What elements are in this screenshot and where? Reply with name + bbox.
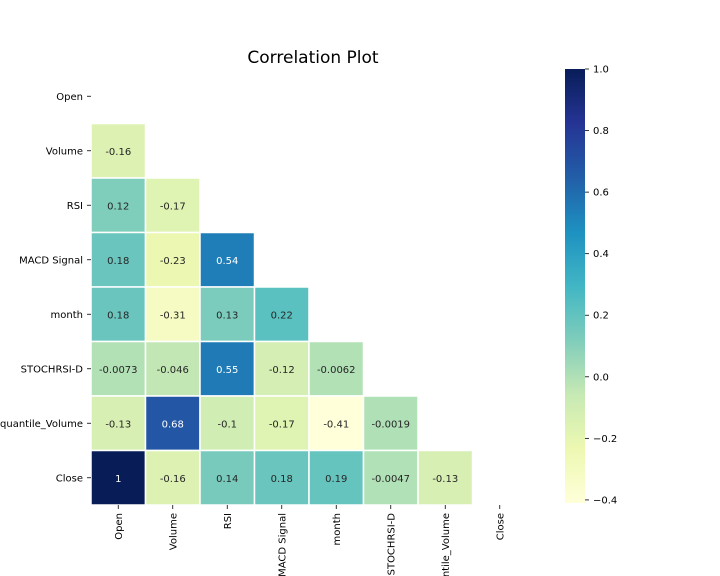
colorbar-tick-label: −0.2 (593, 434, 617, 445)
cell-value-label: 0.68 (162, 419, 184, 430)
y-tick-label: STOCHRSI-D (21, 364, 84, 375)
colorbar-tick-label: 0.6 (593, 188, 609, 199)
cell-value-label: -0.0047 (371, 474, 410, 485)
cell-value-label: 0.18 (271, 474, 293, 485)
y-tick-label: RSI (67, 201, 83, 212)
heatmap-cell (144, 449, 201, 506)
x-tick-label: STOCHRSI-D (386, 513, 397, 576)
colorbar: 1.0 0.8 0.6 0.4 0.2 0.0 −0.2 −0.4 (565, 65, 617, 506)
y-tick-label: MACD Signal (19, 255, 83, 266)
cell-value-label: -0.13 (432, 474, 458, 485)
cell-value-label: 0.13 (216, 310, 238, 321)
colorbar-tick-label: 0.2 (593, 311, 609, 322)
cell-value-label: -0.23 (160, 256, 186, 267)
heatmap-cell (199, 395, 256, 452)
cell-value-label: 1 (115, 474, 121, 485)
heatmap-cell (308, 395, 365, 452)
y-tick-label: Open (56, 92, 83, 103)
colorbar-gradient (565, 69, 585, 503)
x-tick-label: quantile_Volume (441, 513, 452, 576)
cell-value-label: -0.046 (157, 365, 189, 376)
cell-value-label: -0.17 (160, 201, 186, 212)
heatmap-cell (253, 395, 310, 452)
heatmap-cell (362, 449, 419, 506)
colorbar-tick-label: 1.0 (593, 65, 609, 76)
cell-value-label: -0.16 (105, 147, 131, 158)
y-tick-label: Close (56, 473, 83, 484)
cell-value-label: 0.54 (216, 256, 238, 267)
heatmap-cell (90, 449, 147, 506)
heatmap-cell (417, 449, 474, 506)
heatmap-cell (199, 231, 256, 288)
y-tick-label: Volume (46, 146, 83, 157)
x-tick-label: month (332, 513, 343, 545)
x-tick-label: Volume (168, 513, 179, 550)
cell-value-label: 0.14 (216, 474, 238, 485)
cell-value-label: -0.17 (269, 419, 295, 430)
x-tick-label: Close (495, 513, 506, 540)
cell-value-label: -0.0062 (317, 365, 356, 376)
heatmap-cell (144, 340, 201, 397)
cell-value-label: -0.12 (269, 365, 295, 376)
heatmap-cell (253, 340, 310, 397)
x-axis-tick-labels: Open Volume RSI MACD Signal month STOCHRSI-D q… (114, 505, 506, 576)
heatmap-cell (253, 286, 310, 343)
cell-value-label: -0.13 (105, 419, 131, 430)
cell-value-label: 0.22 (271, 310, 293, 321)
y-tick-label: month (51, 310, 83, 321)
cell-value-label: 0.18 (107, 256, 129, 267)
cell-value-label: 0.55 (216, 365, 238, 376)
heatmap-cells: -0.16 0.12 -0.17 0.18 -0.23 0.54 0.18 -0.31 0.13… (90, 122, 474, 506)
heatmap-cell (362, 395, 419, 452)
chart-title: Correlation Plot (247, 48, 379, 68)
x-tick-label: MACD Signal (277, 513, 288, 576)
colorbar-tick-label: 0.4 (593, 249, 609, 260)
cell-value-label: -0.31 (160, 310, 186, 321)
cell-value-label: -0.41 (323, 419, 349, 430)
y-axis-tick-labels: Open Volume RSI MACD Signal month STOCHRSI-D q… (0, 92, 91, 484)
colorbar-tick-label: −0.4 (593, 495, 617, 506)
colorbar-tick-label: 0.0 (593, 372, 609, 383)
cell-value-label: -0.1 (217, 419, 237, 430)
cell-value-label: 0.19 (325, 474, 347, 485)
y-tick-label: quantile_Volume (0, 419, 83, 430)
cell-value-label: 0.12 (107, 201, 129, 212)
x-tick-label: RSI (223, 513, 234, 529)
colorbar-tick-label: 0.8 (593, 126, 609, 137)
heatmap-cell (144, 395, 201, 452)
cell-value-label: -0.16 (160, 474, 186, 485)
heatmap-cell (90, 177, 147, 234)
cell-value-label: -0.0073 (99, 365, 138, 376)
cell-value-label: 0.18 (107, 310, 129, 321)
heatmap-cell (144, 286, 201, 343)
cell-value-label: -0.0019 (371, 419, 410, 430)
x-tick-label: Open (114, 513, 125, 540)
